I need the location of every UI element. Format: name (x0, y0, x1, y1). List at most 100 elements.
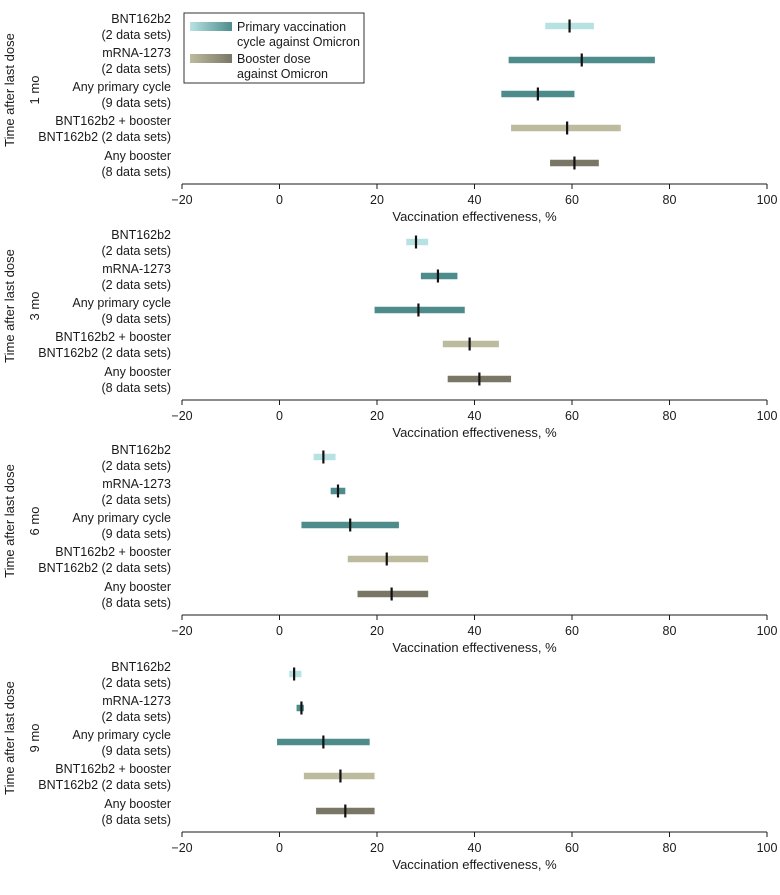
x-tick-label: 20 (370, 624, 384, 638)
x-tick-label: −20 (171, 193, 192, 207)
row-label-line1: mRNA-1273 (102, 694, 171, 708)
x-tick-label: 40 (468, 409, 482, 423)
x-tick-label: 20 (370, 409, 384, 423)
panel-3-mo: Time after last dose 3 mo BNT162b2 (2 data … (2, 228, 777, 440)
row-label-line1: BNT162b2 + booster (55, 114, 171, 128)
x-tick-label: 80 (663, 193, 677, 207)
ci-bar (347, 555, 429, 563)
ci-bar (442, 340, 499, 348)
row-label-line1: BNT162b2 + booster (55, 330, 171, 344)
row-label-line1: BNT162b2 (111, 12, 171, 26)
x-tick-label: 60 (565, 841, 579, 855)
x-tick-label: 100 (757, 624, 778, 638)
row-label-line1: mRNA-1273 (102, 46, 171, 60)
panel-6-mo: Time after last dose 6 mo BNT162b2 (2 data … (2, 443, 777, 655)
ci-bar (357, 590, 429, 598)
ci-bar (374, 306, 465, 314)
ci-bar (303, 772, 375, 780)
legend-swatch (190, 54, 232, 63)
x-tick-label: 100 (757, 409, 778, 423)
x-tick-label: 60 (565, 624, 579, 638)
ci-bar (296, 704, 304, 712)
x-tick-label: 80 (663, 841, 677, 855)
row-label-line1: Any booster (104, 365, 171, 379)
legend-swatch (190, 22, 232, 31)
x-tick-label: 40 (468, 841, 482, 855)
x-tick-label: −20 (171, 841, 192, 855)
row-label-line2: (8 data sets) (102, 165, 171, 179)
x-axis-title: Vaccination effectiveness, % (392, 857, 557, 872)
x-tick-label: −20 (171, 624, 192, 638)
panel-time-label: 9 mo (27, 724, 42, 753)
row-label-line2: (2 data sets) (102, 62, 171, 76)
legend-label-line1: Booster dose (237, 52, 311, 66)
panel-time-label: 6 mo (27, 507, 42, 536)
ci-bar (406, 238, 429, 246)
row-label-line2: (9 data sets) (102, 744, 171, 758)
ci-bar (313, 453, 336, 461)
row-label-line2: BNT162b2 (2 data sets) (38, 346, 171, 360)
row-label-line2: (2 data sets) (102, 676, 171, 690)
x-tick-label: 60 (565, 193, 579, 207)
x-tick-label: 100 (757, 841, 778, 855)
row-label-line2: (9 data sets) (102, 96, 171, 110)
x-tick-label: 80 (663, 409, 677, 423)
x-tick-label: −20 (171, 409, 192, 423)
ci-bar (511, 124, 621, 132)
row-label-line1: Any primary cycle (72, 80, 171, 94)
row-label-line1: mRNA-1273 (102, 477, 171, 491)
x-tick-label: 0 (276, 841, 283, 855)
y-axis-title: Time after last dose (2, 33, 17, 147)
row-label-line2: (9 data sets) (102, 312, 171, 326)
row-label-line1: BNT162b2 (111, 660, 171, 674)
row-label-line1: mRNA-1273 (102, 262, 171, 276)
row-label-line2: (2 data sets) (102, 459, 171, 473)
panel-1-mo: Time after last dose 1 mo BNT162b2 (2 data … (2, 12, 777, 224)
row-label-line1: BNT162b2 (111, 443, 171, 457)
row-label-line2: (2 data sets) (102, 278, 171, 292)
row-label-line1: Any booster (104, 580, 171, 594)
row-label-line1: BNT162b2 (111, 228, 171, 242)
panel-time-label: 1 mo (27, 76, 42, 105)
row-label-line2: (8 data sets) (102, 596, 171, 610)
x-axis-title: Vaccination effectiveness, % (392, 425, 557, 440)
y-axis-title: Time after last dose (2, 681, 17, 795)
row-label-line1: BNT162b2 + booster (55, 545, 171, 559)
row-label-line1: Any primary cycle (72, 296, 171, 310)
row-label-line2: BNT162b2 (2 data sets) (38, 561, 171, 575)
x-tick-label: 0 (276, 624, 283, 638)
row-label-line2: (2 data sets) (102, 710, 171, 724)
x-tick-label: 20 (370, 193, 384, 207)
x-tick-label: 60 (565, 409, 579, 423)
row-label-line1: Any primary cycle (72, 728, 171, 742)
ci-bar (420, 272, 458, 280)
x-tick-label: 0 (276, 193, 283, 207)
row-label-line2: (8 data sets) (102, 813, 171, 827)
y-axis-title: Time after last dose (2, 249, 17, 363)
x-tick-label: 40 (468, 624, 482, 638)
x-axis-title: Vaccination effectiveness, % (392, 209, 557, 224)
legend-label-line1: Primary vaccination (237, 20, 346, 34)
row-label-line2: (2 data sets) (102, 28, 171, 42)
x-tick-label: 100 (757, 193, 778, 207)
row-label-line2: (2 data sets) (102, 244, 171, 258)
legend-label-line2: cycle against Omicron (237, 35, 360, 49)
x-tick-label: 20 (370, 841, 384, 855)
row-label-line2: BNT162b2 (2 data sets) (38, 130, 171, 144)
row-label-line1: Any booster (104, 797, 171, 811)
x-tick-label: 0 (276, 409, 283, 423)
row-label-line2: (2 data sets) (102, 493, 171, 507)
x-tick-label: 40 (468, 193, 482, 207)
ci-bar (289, 670, 302, 678)
y-axis-title: Time after last dose (2, 464, 17, 578)
row-label-line2: BNT162b2 (2 data sets) (38, 778, 171, 792)
row-label-line2: (9 data sets) (102, 527, 171, 541)
x-axis-title: Vaccination effectiveness, % (392, 640, 557, 655)
legend-label-line2: against Omicron (237, 67, 328, 81)
x-tick-label: 80 (663, 624, 677, 638)
row-label-line2: (8 data sets) (102, 381, 171, 395)
panel-9-mo: Time after last dose 9 mo BNT162b2 (2 data … (2, 660, 777, 872)
row-label-line1: Any primary cycle (72, 511, 171, 525)
